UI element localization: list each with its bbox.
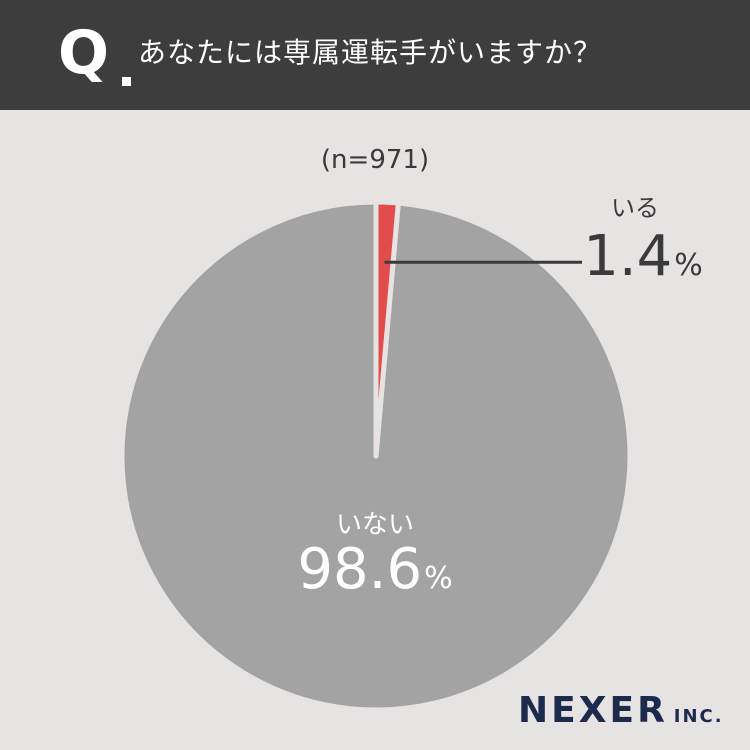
slice-value-no-unit: % — [424, 561, 453, 596]
slice-value-no: 98.6% — [240, 535, 510, 605]
slice-value-yes-number: 1.4 — [583, 224, 673, 289]
logo-main-text: NEXER — [518, 690, 668, 731]
question-header: Q あなたには専属運転手がいますか？ — [0, 0, 750, 110]
q-mark: Q — [58, 18, 110, 88]
question-text: あなたには専属運転手がいますか？ — [138, 36, 603, 69]
slice-value-yes-unit: % — [674, 248, 703, 283]
pie-slice-yes — [373, 199, 401, 459]
logo-sub-text: INC. — [673, 706, 724, 727]
slice-value-no-number: 98.6 — [297, 537, 423, 602]
slice-label-no: いない — [335, 510, 414, 540]
slice-value-yes: 1.4% — [578, 222, 708, 292]
sample-size: (n=971) — [320, 145, 430, 175]
q-dot — [122, 77, 131, 86]
nexer-logo: NEXER INC. — [518, 690, 724, 731]
slice-label-yes: いる — [611, 194, 659, 222]
